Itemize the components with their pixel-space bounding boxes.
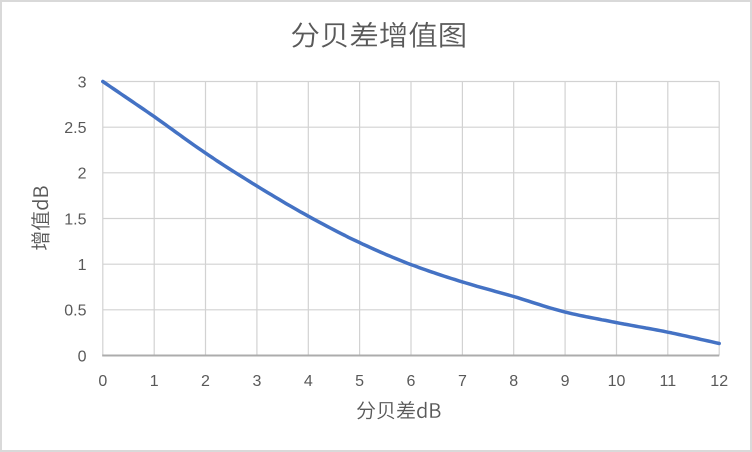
svg-text:7: 7 [458, 373, 467, 390]
svg-text:6: 6 [407, 373, 416, 390]
svg-text:0.5: 0.5 [64, 303, 86, 320]
svg-text:4: 4 [304, 373, 313, 390]
svg-text:9: 9 [561, 373, 570, 390]
svg-text:0: 0 [98, 373, 107, 390]
svg-text:1: 1 [78, 257, 87, 274]
svg-text:0: 0 [78, 348, 87, 365]
svg-text:5: 5 [355, 373, 364, 390]
svg-text:2: 2 [201, 373, 210, 390]
svg-text:10: 10 [608, 373, 626, 390]
svg-text:2.5: 2.5 [64, 120, 86, 137]
svg-text:3: 3 [78, 74, 87, 91]
svg-text:11: 11 [659, 373, 676, 390]
svg-text:2: 2 [78, 166, 87, 183]
svg-text:8: 8 [509, 373, 518, 390]
svg-text:1.5: 1.5 [64, 211, 86, 228]
svg-text:1: 1 [150, 373, 159, 390]
svg-text:12: 12 [710, 373, 728, 390]
svg-text:3: 3 [252, 373, 261, 390]
